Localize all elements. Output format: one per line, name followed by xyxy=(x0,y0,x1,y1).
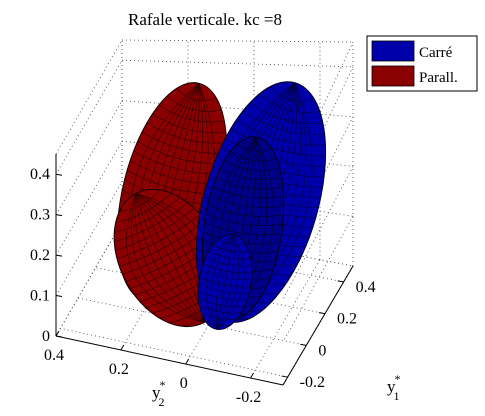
z-grid-line xyxy=(282,216,354,343)
y1-tick-label: 0.4 xyxy=(356,279,376,296)
z-tick xyxy=(55,254,63,257)
axis-labels: y* 1 y* 2 xyxy=(152,372,401,409)
x-axis-label: y* 1 xyxy=(387,372,401,403)
z-tick xyxy=(55,173,63,176)
y2-tick-label: 0.2 xyxy=(109,361,129,378)
carre-lobe-small-mesh-line xyxy=(216,234,234,330)
y2-tick-label: 0 xyxy=(180,375,188,392)
axis-label-sup: * xyxy=(160,378,166,392)
y-grid-line xyxy=(250,259,321,379)
y2-tick xyxy=(120,344,125,351)
axis-label-sub: 1 xyxy=(394,389,400,403)
z-tick-label: 0.1 xyxy=(30,288,50,305)
parall-lobe-small-mesh-line xyxy=(131,193,205,323)
y1-tick xyxy=(300,343,307,346)
z-grid-line xyxy=(55,221,123,337)
parall-lobe-small-mesh-line xyxy=(135,193,205,323)
axis-label-base: y xyxy=(152,383,161,402)
legend-label-carre: Carré xyxy=(419,45,453,61)
parall-lobe-small-mesh-line xyxy=(126,193,205,323)
grid-edge xyxy=(121,39,354,43)
carre-lobe-small-mesh-line xyxy=(211,234,234,330)
x-grid-line xyxy=(60,327,288,378)
z-tick-label: 0.3 xyxy=(30,207,50,224)
y2-tick-label: -0.2 xyxy=(236,389,261,406)
z-tick xyxy=(55,214,63,217)
carre-lobe-small-mesh-line xyxy=(215,234,234,330)
y2-tick xyxy=(55,330,60,337)
parall-lobe-small-mesh-line xyxy=(135,193,205,323)
z-tick xyxy=(55,295,63,298)
carre-lobe-small xyxy=(197,234,253,330)
y1-tick xyxy=(281,375,288,378)
z-tick-label: 0.2 xyxy=(30,247,50,264)
legend: Carré Parall. xyxy=(366,35,478,92)
y2-axis-line xyxy=(55,335,284,386)
y2-tick xyxy=(250,372,255,379)
legend-label-parall: Parall. xyxy=(419,70,458,86)
legend-swatch-parall xyxy=(371,65,415,87)
y1-tick-label: -0.2 xyxy=(300,374,325,391)
axis-label-sub: 2 xyxy=(159,395,165,409)
parall-lobe-small-mesh-line xyxy=(134,193,205,323)
carre-lobe-small-mesh-line xyxy=(216,234,239,330)
carre-lobe-small-mesh-line xyxy=(216,234,245,330)
axis-label-base: y xyxy=(387,377,396,396)
grid-edge xyxy=(55,221,123,337)
chart-title: Rafale verticale. kc =8 xyxy=(128,10,282,29)
grid-edge xyxy=(55,39,123,155)
y1-tick xyxy=(337,280,344,283)
carre-lobe-small-mesh-line xyxy=(216,234,235,330)
y2-tick-label: 0.4 xyxy=(44,347,64,364)
surface-plot xyxy=(113,81,327,330)
y1-tick-label: 0.2 xyxy=(337,311,357,328)
z-grid-line xyxy=(121,59,354,68)
y1-tick xyxy=(318,312,326,315)
legend-swatch-carre xyxy=(371,40,415,62)
carre-lobe-small-mesh-line xyxy=(205,234,234,330)
y2-tick xyxy=(185,358,190,365)
y-axis-label: y* 2 xyxy=(152,378,166,409)
axis-label-sup: * xyxy=(395,372,401,386)
tick-labels: 0 0.1 0.2 0.3 0.4 -0.2 0 0.2 0.4 -0.2 0 0.2 0.4 xyxy=(30,166,376,406)
z-tick-label: 0 xyxy=(42,328,50,345)
carre-lobe-small-mesh xyxy=(197,234,252,330)
axes xyxy=(55,154,354,386)
parall-lobe-small-mesh-line xyxy=(135,193,205,323)
y1-tick-label: 0 xyxy=(318,342,326,359)
z-tick-label: 0.4 xyxy=(30,166,50,183)
y1-axis-line xyxy=(282,265,354,386)
z-tick xyxy=(55,335,63,338)
y-grid-line xyxy=(55,221,123,337)
